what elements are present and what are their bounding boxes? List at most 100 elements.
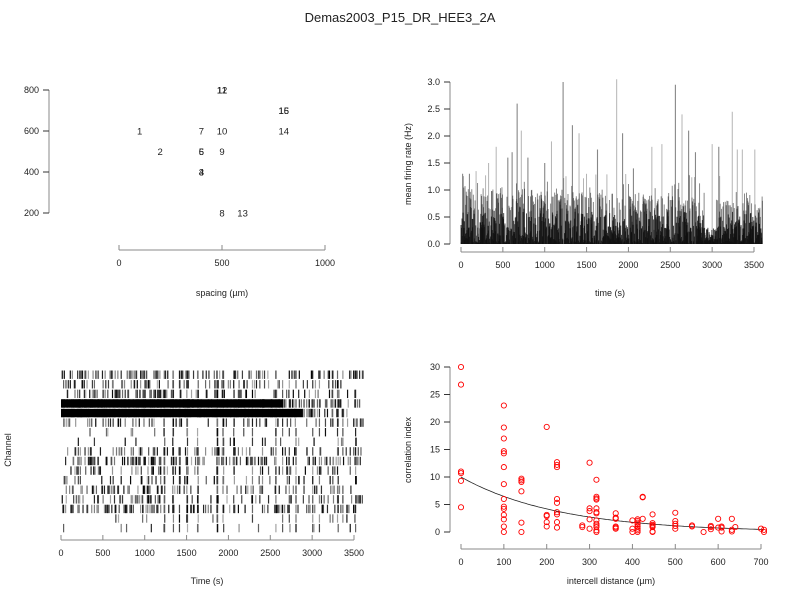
raster-spike (111, 485, 113, 494)
raster-spike (113, 485, 115, 494)
raster-spike (290, 495, 292, 504)
raster-spike (358, 495, 360, 504)
raster-spike (312, 447, 314, 456)
raster-spike (164, 475, 166, 485)
raster-spike (318, 523, 321, 533)
raster-spike (88, 456, 90, 466)
raster-spike (332, 456, 334, 466)
raster-spike (295, 523, 297, 533)
raster-spike (276, 399, 278, 408)
raster-spike (66, 475, 68, 485)
raster-spike (223, 456, 225, 466)
raster-spike (298, 370, 300, 379)
raster-spike (105, 456, 108, 466)
raster-spike (216, 408, 218, 418)
raster-spike (174, 408, 177, 418)
raster-spike (84, 447, 86, 456)
raster-spike (249, 447, 251, 456)
raster-spike (359, 495, 361, 504)
raster-spike (113, 495, 116, 504)
raster-spike (150, 523, 152, 533)
electrode-label: 11 (217, 86, 227, 97)
correlation-point (500, 402, 507, 409)
raster-spike (271, 408, 274, 418)
raster-spike (71, 504, 73, 514)
raster-spike (251, 380, 254, 389)
raster-spike (188, 399, 190, 408)
raster-spike (216, 466, 218, 475)
raster-spike (120, 447, 122, 456)
raster-spike (150, 389, 152, 399)
raster-spike (172, 389, 174, 399)
raster-channel-row (63, 380, 342, 389)
raster-spike (214, 380, 216, 389)
raster-spike (257, 370, 260, 379)
raster-spike (148, 447, 150, 456)
raster-spike (158, 456, 160, 466)
raster-spike (99, 399, 101, 408)
raster-spike (350, 485, 352, 494)
raster-spike (118, 447, 120, 456)
raster-spike (223, 370, 225, 379)
raster-spike (285, 399, 287, 408)
raster-spike (170, 456, 173, 466)
raster-spike (74, 447, 76, 456)
raster-spike (123, 399, 126, 408)
raster-spike (249, 456, 252, 466)
rate-x-tick-label: 2500 (660, 260, 680, 270)
electrode-label: 5 (199, 147, 204, 158)
raster-spike (326, 408, 329, 418)
raster-spike (136, 456, 138, 466)
raster-spike (62, 504, 64, 514)
raster-spike (288, 514, 290, 523)
raster-spike (360, 447, 362, 456)
raster-spike (93, 456, 96, 466)
raster-spike (233, 380, 235, 389)
correlation-point (518, 478, 525, 486)
raster-spike (142, 504, 144, 514)
electrode-label: 12 (217, 86, 228, 97)
raster-spike (90, 447, 92, 456)
raster-x-tick-label: 500 (95, 548, 110, 558)
raster-spike (140, 475, 142, 485)
raster-spike (136, 399, 138, 408)
raster-spike (238, 523, 240, 533)
correlation-point (457, 470, 465, 477)
raster-spike (79, 495, 81, 504)
raster-spike (172, 495, 175, 504)
raster-spike (148, 495, 150, 504)
raster-spike (172, 485, 174, 494)
correlation-point (634, 525, 641, 532)
raster-spike (65, 418, 67, 427)
raster-spike (123, 408, 126, 418)
raster-spike (271, 408, 273, 418)
raster-spike (359, 399, 361, 408)
raster-spike (251, 495, 253, 504)
raster-spike (348, 504, 350, 514)
raster-spike (263, 399, 265, 408)
raster-spike (336, 504, 339, 514)
raster-spike (93, 389, 96, 399)
correlation-point (732, 524, 739, 531)
correlation-point (518, 477, 525, 484)
raster-spike (119, 495, 121, 504)
raster-spike (63, 475, 65, 485)
raster-spike (149, 399, 151, 408)
raster-spike (113, 485, 116, 494)
raster-spike (186, 380, 188, 389)
correlation-point (500, 450, 507, 457)
correlation-point (457, 477, 465, 484)
raster-spike (310, 408, 313, 418)
correlation-point (457, 363, 465, 371)
raster-spike (107, 428, 109, 437)
raster-spike (70, 504, 72, 514)
raster-spike (156, 447, 158, 456)
raster-spike (160, 408, 162, 418)
correlation-point (718, 528, 725, 535)
raster-spike (101, 485, 103, 494)
raster-spike (336, 447, 339, 456)
correlation-point (715, 515, 722, 522)
raster-spike (313, 523, 315, 533)
